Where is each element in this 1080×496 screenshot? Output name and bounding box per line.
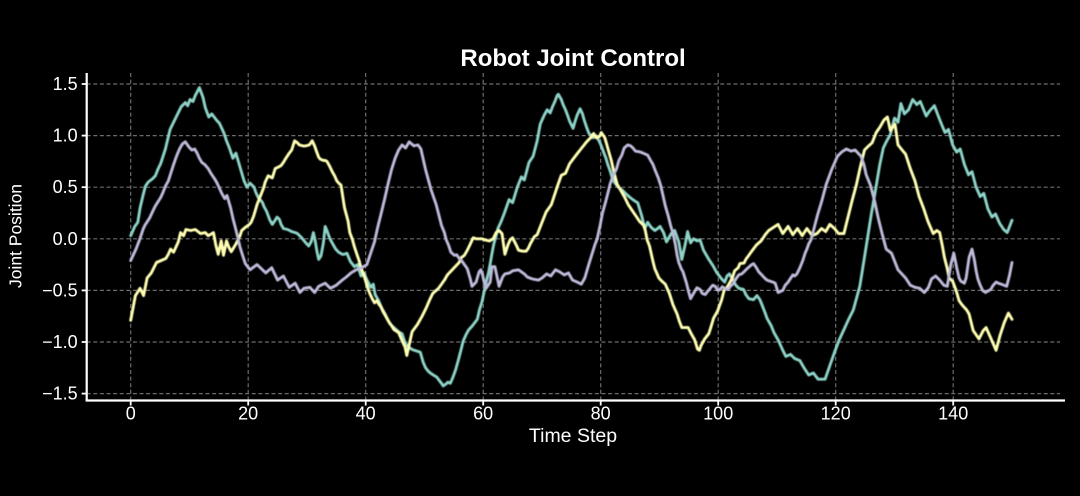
svg-text:0.0: 0.0 [53, 229, 78, 249]
svg-text:−0.5: −0.5 [42, 280, 78, 300]
svg-text:0.5: 0.5 [53, 177, 78, 197]
svg-text:Robot Joint Control: Robot Joint Control [460, 45, 685, 72]
svg-text:0: 0 [126, 404, 136, 424]
svg-text:1.5: 1.5 [53, 74, 78, 94]
svg-text:20: 20 [238, 404, 258, 424]
svg-text:−1.0: −1.0 [42, 332, 78, 352]
svg-text:60: 60 [473, 404, 493, 424]
svg-text:140: 140 [938, 404, 968, 424]
svg-text:120: 120 [821, 404, 851, 424]
svg-text:Time Step: Time Step [529, 425, 617, 447]
svg-text:−1.5: −1.5 [42, 384, 78, 404]
svg-text:100: 100 [703, 404, 733, 424]
svg-text:80: 80 [591, 404, 611, 424]
svg-text:1.0: 1.0 [53, 126, 78, 146]
svg-text:40: 40 [356, 404, 376, 424]
svg-text:Joint Position: Joint Position [6, 184, 26, 288]
